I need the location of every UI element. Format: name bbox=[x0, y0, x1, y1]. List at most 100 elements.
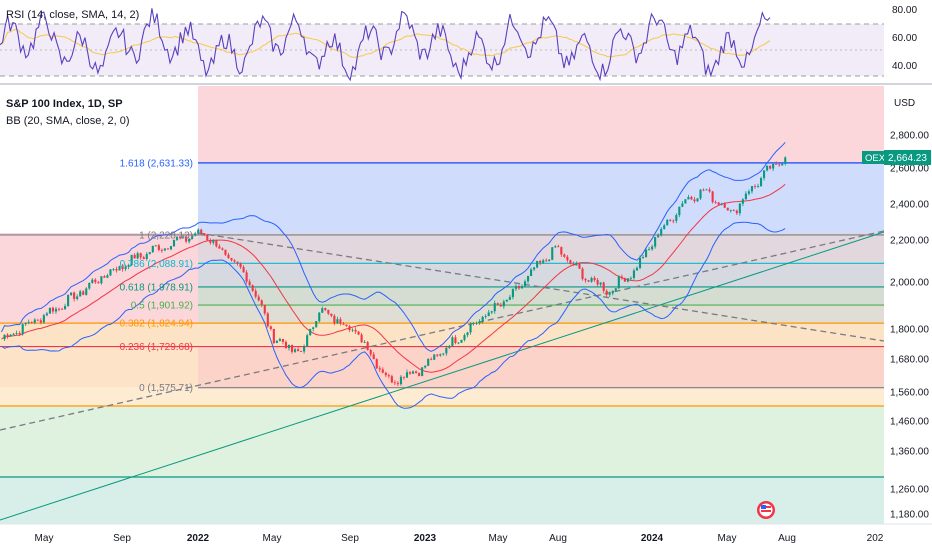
candle-body bbox=[430, 358, 433, 360]
candle-body bbox=[57, 308, 61, 310]
candle-body bbox=[632, 270, 636, 278]
candle-body bbox=[415, 371, 418, 374]
candle-body bbox=[15, 332, 18, 334]
zone-green bbox=[198, 305, 884, 323]
candle-body bbox=[660, 228, 663, 236]
candle-body bbox=[635, 267, 639, 271]
candle-body bbox=[130, 254, 133, 266]
candle-body bbox=[27, 322, 30, 323]
candle-body bbox=[448, 345, 451, 348]
candle-body bbox=[30, 322, 33, 323]
candle-body bbox=[405, 372, 409, 378]
rsi-pane: 80.00 60.00 40.00 bbox=[0, 0, 917, 82]
candle-body bbox=[723, 203, 726, 208]
last-price-label: 2,664.23 bbox=[888, 153, 927, 164]
candle-body bbox=[696, 198, 699, 202]
candle-body bbox=[378, 368, 381, 370]
candle-body bbox=[678, 206, 681, 216]
candle-body bbox=[684, 199, 687, 204]
candle-body bbox=[88, 283, 91, 289]
candle-body bbox=[51, 307, 55, 312]
candle-body bbox=[136, 253, 139, 259]
candle-body bbox=[366, 342, 369, 350]
x-tick-label: Sep bbox=[113, 533, 131, 544]
candle-body bbox=[454, 337, 457, 343]
y-tick-label: 1,560.00 bbox=[890, 388, 929, 399]
candle-body bbox=[342, 323, 345, 325]
candle-body bbox=[79, 291, 82, 297]
candle-body bbox=[36, 319, 39, 321]
candle-body bbox=[393, 382, 396, 384]
y-tick-label: 2,000.00 bbox=[890, 278, 929, 289]
candle-body bbox=[384, 372, 387, 376]
candle-body bbox=[70, 292, 73, 296]
candle-body bbox=[551, 247, 554, 260]
candle-body bbox=[312, 327, 315, 329]
time-axis-ticks[interactable]: May Sep 2022 May Sep 2023 May Aug 2024 May Aug 202 bbox=[35, 533, 884, 544]
candle-body bbox=[626, 278, 629, 282]
fib-label: 0.236 (1,729.68) bbox=[120, 342, 193, 353]
candle-body bbox=[60, 308, 64, 310]
candle-body bbox=[6, 334, 9, 337]
candle-body bbox=[151, 245, 154, 253]
x-tick-label: Sep bbox=[341, 533, 359, 544]
candle-body bbox=[263, 305, 266, 314]
candle-body bbox=[142, 257, 145, 259]
candle-body bbox=[644, 249, 648, 258]
rsi-legend[interactable]: RSI (14, close, SMA, 14, 2) bbox=[6, 9, 140, 21]
candle-body bbox=[354, 329, 357, 332]
candle-body bbox=[520, 286, 524, 289]
candle-body bbox=[629, 277, 632, 279]
candle-body bbox=[67, 295, 70, 307]
candle-body bbox=[315, 321, 318, 328]
trend-line-dashed-falling[interactable] bbox=[197, 232, 885, 342]
y-tick-label: 1,800.00 bbox=[890, 325, 929, 336]
candle-body bbox=[584, 278, 587, 281]
candle-body bbox=[769, 165, 772, 169]
candle-body bbox=[390, 376, 393, 383]
us-flag-icon[interactable] bbox=[757, 501, 775, 519]
candle-body bbox=[321, 308, 324, 313]
candle-body bbox=[539, 261, 542, 263]
y-tick-label: 1,360.00 bbox=[890, 447, 929, 458]
fib-label: 0.382 (1,824.94) bbox=[120, 319, 193, 330]
candle-body bbox=[726, 207, 729, 211]
zone-red-left bbox=[0, 233, 198, 323]
candle-body bbox=[372, 354, 375, 360]
candle-body bbox=[309, 328, 312, 336]
candle-body bbox=[759, 178, 763, 187]
candle-body bbox=[548, 259, 551, 262]
bollinger-lower-band bbox=[1, 221, 786, 409]
y-tick-label: 2,600.00 bbox=[890, 164, 929, 175]
candle-body bbox=[699, 189, 702, 199]
candle-body bbox=[411, 371, 415, 374]
candle-body bbox=[605, 290, 608, 295]
candle-body bbox=[182, 236, 185, 238]
zone-light-green bbox=[0, 406, 884, 477]
candle-body bbox=[508, 297, 511, 300]
candle-body bbox=[617, 276, 620, 289]
y-tick-label: 1,460.00 bbox=[890, 417, 929, 428]
candle-body bbox=[408, 372, 412, 374]
candle-body bbox=[33, 319, 36, 323]
candle-body bbox=[345, 324, 348, 327]
candle-body bbox=[481, 316, 484, 322]
trend-line-dashed-rising[interactable] bbox=[0, 230, 885, 431]
candle-body bbox=[160, 249, 163, 251]
candle-body bbox=[466, 332, 469, 336]
candle-body bbox=[590, 277, 593, 282]
candle-body bbox=[233, 260, 236, 262]
candle-body bbox=[545, 260, 548, 262]
candle-body bbox=[566, 256, 569, 261]
candle-body bbox=[303, 346, 306, 352]
candle-body bbox=[687, 196, 690, 200]
main-legend[interactable]: S&P 100 Index, 1D, SP BB (20, SMA, close… bbox=[6, 96, 130, 130]
candle-body bbox=[766, 165, 769, 171]
candle-body bbox=[720, 203, 723, 205]
fibonacci-lines bbox=[0, 162, 884, 478]
fib-label: 0.5 (1,901.92) bbox=[131, 301, 193, 312]
candle-body bbox=[272, 328, 275, 343]
candle-body bbox=[690, 196, 693, 200]
candle-body bbox=[306, 335, 309, 347]
trend-line-green[interactable] bbox=[0, 231, 885, 521]
